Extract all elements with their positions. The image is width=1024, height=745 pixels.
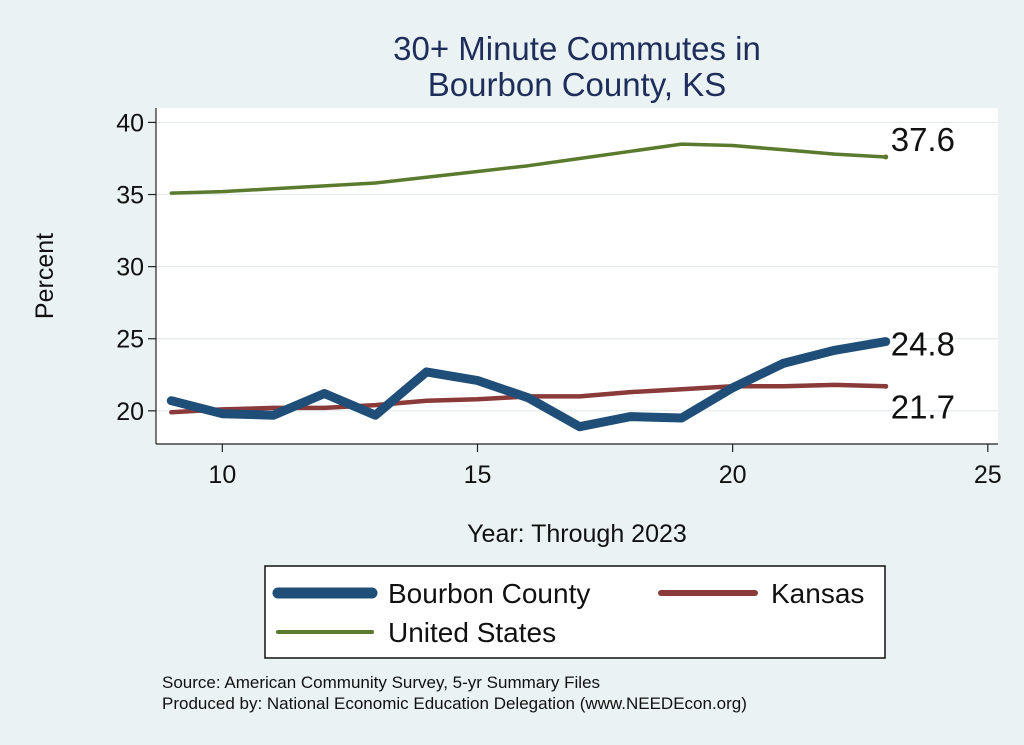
y-tick-label-35: 35: [116, 182, 144, 210]
legend: Bourbon County Kansas United States: [264, 565, 886, 659]
x-tick-label-25: 25: [974, 461, 1002, 489]
end-value-label-kansas: 21.7: [891, 388, 955, 425]
series-end-point-kansas: [883, 383, 889, 389]
legend-label-united-states: United States: [388, 617, 556, 648]
x-axis-label: Year: Through 2023: [467, 520, 687, 548]
y-tick-label-30: 30: [116, 254, 144, 282]
x-tick-label-20: 20: [719, 461, 747, 489]
legend-label-kansas: Kansas: [771, 578, 864, 609]
plot-background: [156, 108, 998, 444]
x-ticks: 10 15 20 25: [208, 444, 1002, 489]
legend-label-bourbon-county: Bourbon County: [388, 578, 590, 609]
series-line-us: [169, 142, 888, 195]
y-ticks: 20 25 30 35 40: [116, 109, 156, 426]
gridlines: [156, 121, 998, 412]
x-tick-label-10: 10: [208, 461, 236, 489]
series-end-point-us: [883, 154, 889, 160]
y-tick-label-25: 25: [116, 326, 144, 354]
source-note: Source: American Community Survey, 5-yr …: [162, 673, 600, 692]
end-value-label-us: 37.6: [891, 121, 955, 158]
y-tick-label-20: 20: [116, 398, 144, 426]
chart-title-line-1: 30+ Minute Commutes in: [393, 30, 761, 67]
end-value-label-bourbon: 24.8: [891, 326, 955, 363]
y-tick-label-40: 40: [116, 109, 144, 137]
x-tick-label-15: 15: [464, 461, 492, 489]
series-end-point-bourbon: [883, 339, 889, 345]
chart-title-line-2: Bourbon County, KS: [428, 66, 726, 103]
end-labels: 21.7 37.6 24.8: [891, 121, 955, 425]
series-line-bourbon: [166, 337, 891, 432]
legend-box: [264, 565, 886, 659]
producer-note: Produced by: National Economic Education…: [162, 694, 747, 713]
y-axis-label: Percent: [31, 233, 59, 319]
series-layer: [166, 142, 891, 432]
